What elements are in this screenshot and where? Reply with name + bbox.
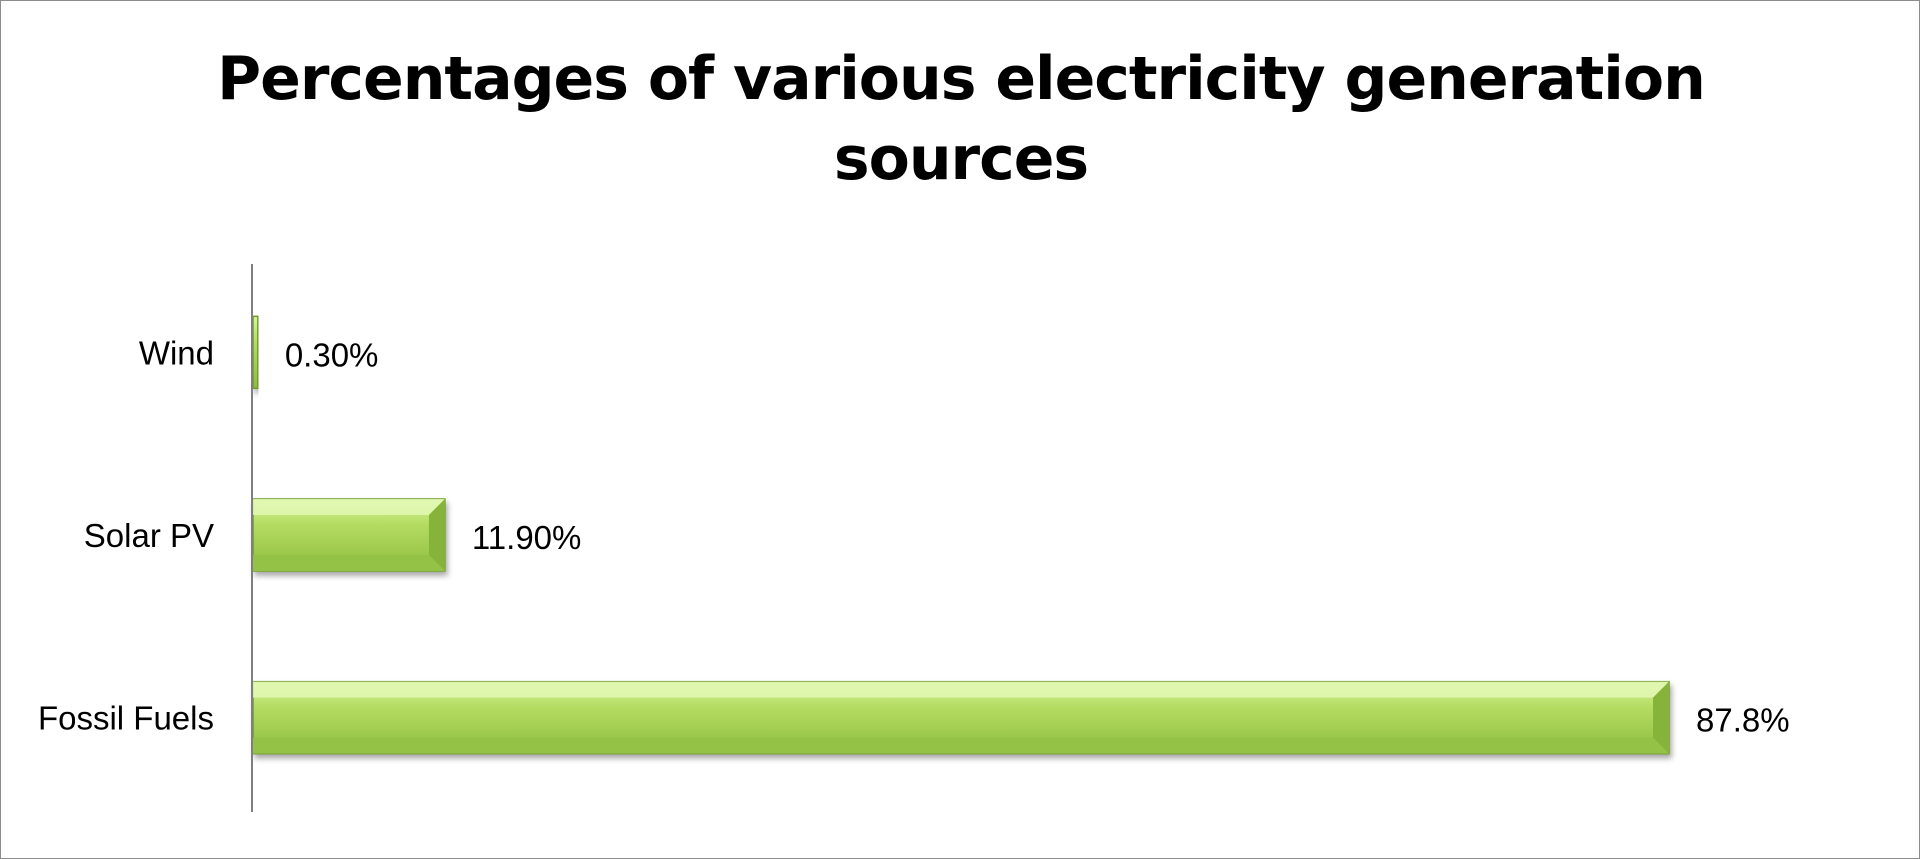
bar-solar-pv [252,498,446,572]
bar-wind [252,315,259,390]
data-label: 87.8% [1696,702,1790,739]
bar-bevel-top [253,681,1669,698]
chart-title-line-2: sources [833,124,1089,194]
bar-fossil-fuels [252,680,1670,755]
bars-layer [252,315,1670,755]
chart-title-line-1: Percentages of various electricity gener… [217,44,1706,114]
bar-bevel-bottom [253,555,445,571]
bar-bevel-top [253,499,445,515]
data-label: 11.90% [472,519,581,556]
bar-bevel-right [1653,681,1669,754]
category-label: Fossil Fuels [38,700,214,737]
bar-bevel-bottom [253,737,1669,754]
data-label: 0.30% [285,336,379,373]
bar-bevel-right [428,499,445,571]
chart-title: Percentages of various electricity gener… [1,39,1920,199]
labels-layer: Wind 0.30% Solar PV 11.90% Fossil Fuels 87.8% [38,334,1790,738]
category-label: Wind [139,334,214,371]
bar-rect [252,315,259,390]
category-label: Solar PV [84,517,214,554]
